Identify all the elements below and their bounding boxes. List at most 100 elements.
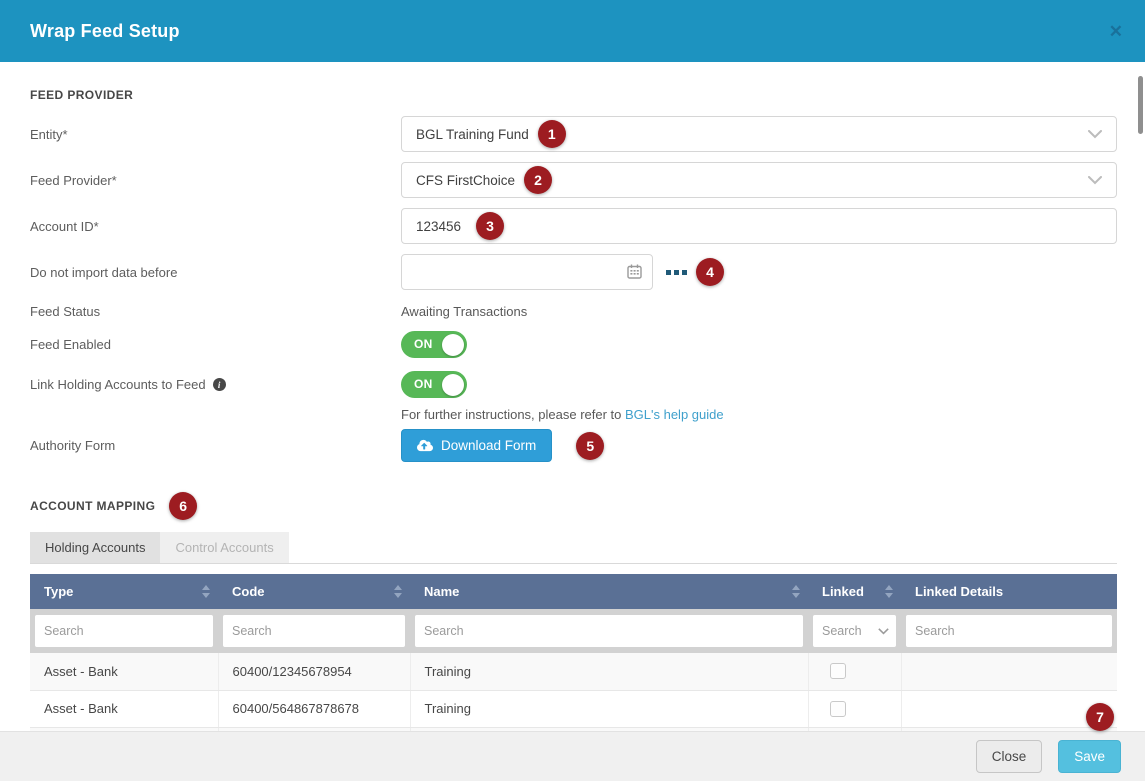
- instructions-text: For further instructions, please refer t…: [401, 407, 724, 422]
- sort-arrows-icon[interactable]: [388, 585, 402, 598]
- link-holding-label: Link Holding Accounts to Feed i: [30, 377, 401, 392]
- cell-name: Training: [410, 653, 809, 691]
- cell-linked: [808, 690, 902, 728]
- cell-linked-details: [901, 653, 1117, 691]
- feed-enabled-toggle[interactable]: ON: [401, 331, 467, 358]
- annotation-badge-3: 3: [476, 212, 504, 240]
- account-mapping-heading: ACCOUNT MAPPING 6: [30, 492, 1117, 520]
- chevron-down-icon: [878, 627, 889, 635]
- column-header-label: Name: [424, 584, 460, 599]
- cell-name: Training: [410, 690, 809, 728]
- account-id-label: Account ID*: [30, 218, 99, 234]
- download-form-label: Download Form: [441, 438, 537, 453]
- close-button[interactable]: Close: [975, 740, 1043, 773]
- annotation-badge-5: 5: [576, 431, 605, 460]
- calendar-icon[interactable]: [627, 264, 642, 284]
- authority-form-label: Authority Form: [30, 438, 116, 453]
- save-button[interactable]: Save: [1058, 740, 1121, 773]
- code-search-input[interactable]: [223, 615, 405, 647]
- table-header-row: Type Code Name Linked Linked Details: [30, 574, 1117, 609]
- cell-linked: [808, 653, 902, 691]
- modal-title: Wrap Feed Setup: [30, 20, 180, 41]
- feed-provider-row: Feed Provider* CFS FirstChoice 2: [30, 162, 1117, 198]
- feed-provider-label: Feed Provider*: [30, 172, 117, 188]
- linked-checkbox[interactable]: [829, 663, 846, 680]
- modal-body: FEED PROVIDER Entity* BGL Training Fund …: [0, 62, 1145, 765]
- toggle-knob: [442, 373, 464, 396]
- link-holding-toggle[interactable]: ON: [401, 371, 467, 398]
- instructions-prefix: For further instructions, please refer t…: [401, 407, 625, 422]
- column-header-name[interactable]: Name: [410, 574, 808, 609]
- download-form-button[interactable]: Download Form: [401, 429, 553, 462]
- chevron-down-icon: [1088, 129, 1102, 139]
- column-header-label: Linked Details: [915, 584, 1004, 599]
- linked-filter-value: Search: [822, 624, 862, 638]
- link-holding-label-text: Link Holding Accounts to Feed: [30, 377, 206, 392]
- type-search-input[interactable]: [35, 615, 213, 647]
- feed-provider-select[interactable]: CFS FirstChoice 2: [401, 162, 1117, 198]
- cell-code: 60400/564867878678: [218, 690, 411, 728]
- annotation-badge-1: 1: [537, 120, 566, 148]
- column-header-type[interactable]: Type: [30, 574, 218, 609]
- import-date-input[interactable]: [401, 254, 653, 290]
- feed-provider-heading: FEED PROVIDER: [30, 88, 134, 102]
- cloud-download-icon: [417, 439, 433, 452]
- feed-provider-value: CFS FirstChoice: [416, 172, 516, 188]
- close-icon[interactable]: ✕: [1108, 21, 1123, 41]
- toggle-knob: [442, 333, 464, 356]
- entity-value: BGL Training Fund: [416, 126, 529, 142]
- column-header-label: Code: [232, 584, 265, 599]
- column-header-label: Linked: [822, 584, 864, 599]
- cell-code: 60400/12345678954: [218, 653, 411, 691]
- tab-holding-accounts[interactable]: Holding Accounts: [30, 532, 161, 563]
- entity-select[interactable]: BGL Training Fund 1: [401, 116, 1117, 152]
- cell-type: Asset - Bank: [30, 690, 219, 728]
- table-row: Asset - Bank 60400/12345678954 Training: [30, 653, 1117, 691]
- table-filter-row: Search: [30, 609, 1117, 653]
- account-id-input[interactable]: [401, 208, 1117, 244]
- modal-footer: 7 Close Save: [0, 703, 1145, 781]
- tab-control-accounts[interactable]: Control Accounts: [160, 532, 289, 563]
- sort-arrows-icon[interactable]: [786, 585, 800, 598]
- column-header-linked[interactable]: Linked: [808, 574, 901, 609]
- annotation-badge-7: 7: [1086, 703, 1114, 731]
- column-header-label: Type: [44, 584, 74, 599]
- column-header-linked-details: Linked Details: [901, 574, 1117, 609]
- sort-arrows-icon[interactable]: [879, 585, 893, 598]
- account-id-row: Account ID* 3: [30, 208, 1117, 244]
- entity-row: Entity* BGL Training Fund 1: [30, 116, 1117, 152]
- annotation-badge-2: 2: [524, 166, 553, 194]
- cell-type: Asset - Bank: [30, 653, 219, 691]
- import-date-row: Do not import data before 4: [30, 254, 1117, 290]
- help-guide-link[interactable]: BGL's help guide: [624, 407, 724, 422]
- linked-details-search-input[interactable]: [906, 615, 1112, 647]
- linked-checkbox[interactable]: [829, 700, 846, 717]
- annotation-badge-4: 4: [696, 258, 724, 286]
- toggle-on-label: ON: [414, 337, 433, 351]
- chevron-down-icon: [1088, 175, 1102, 185]
- feed-enabled-row: Feed Enabled ON: [30, 331, 1117, 358]
- info-icon[interactable]: i: [212, 378, 226, 391]
- import-date-label: Do not import data before: [30, 264, 178, 280]
- entity-label: Entity*: [30, 126, 68, 142]
- sort-arrows-icon[interactable]: [196, 585, 210, 598]
- modal-header: Wrap Feed Setup ✕: [0, 0, 1145, 62]
- feed-enabled-label: Feed Enabled: [30, 337, 111, 352]
- feed-status-value: Awaiting Transactions: [401, 304, 528, 319]
- account-mapping-heading-text: ACCOUNT MAPPING: [30, 499, 156, 513]
- column-header-code[interactable]: Code: [218, 574, 410, 609]
- feed-status-label: Feed Status: [30, 304, 101, 319]
- account-mapping-tabs: Holding Accounts Control Accounts: [30, 532, 1117, 564]
- cell-linked-details: [901, 690, 1117, 728]
- more-options-icon[interactable]: [666, 269, 687, 275]
- table-row: Asset - Bank 60400/564867878678 Training: [30, 690, 1117, 728]
- feed-provider-form: Entity* BGL Training Fund 1 Feed Provide…: [30, 116, 1117, 462]
- name-search-input[interactable]: [415, 615, 803, 647]
- vertical-scrollbar[interactable]: [1138, 76, 1143, 134]
- authority-form-row: Authority Form Download Form 5: [30, 429, 1117, 462]
- annotation-badge-6: 6: [169, 492, 198, 520]
- linked-filter-select[interactable]: Search: [813, 615, 896, 647]
- link-holding-row: Link Holding Accounts to Feed i ON: [30, 371, 1117, 398]
- toggle-on-label: ON: [414, 377, 433, 391]
